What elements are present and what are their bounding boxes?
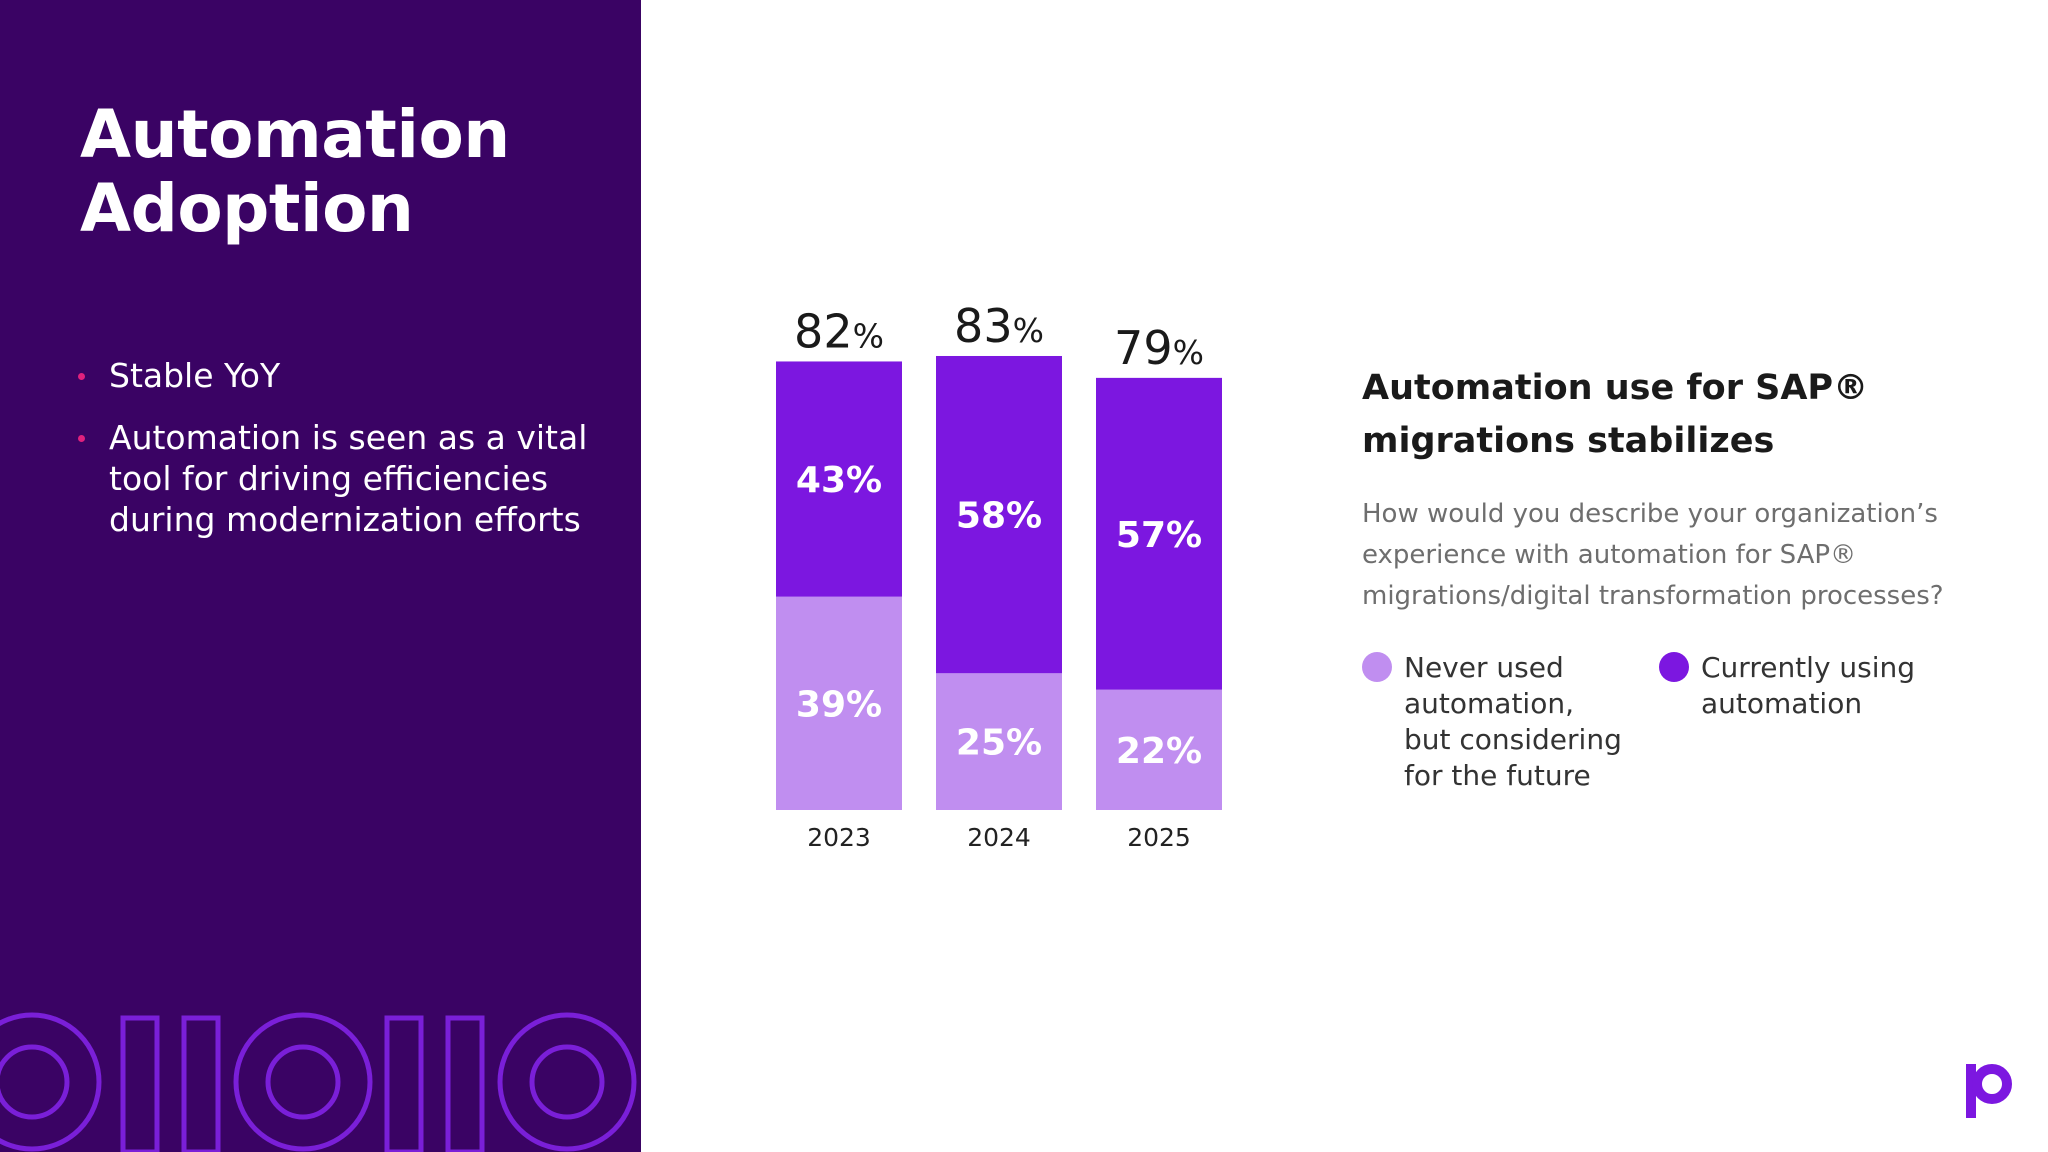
bullet-text: Automation is seen as a vital tool for d… — [109, 418, 588, 539]
circles-bars-decoration — [0, 1012, 637, 1152]
chart-heading-line1: Automation use for SAP® — [1362, 368, 1869, 408]
total-percent-sign: % — [1013, 311, 1044, 350]
data-label-currently-using: 57% — [1116, 515, 1202, 556]
legend-item-considering: Never used automation, but considering f… — [1362, 650, 1622, 794]
data-label-considering: 25% — [956, 723, 1042, 764]
legend-item-currently-using: Currently using automation — [1659, 650, 1919, 722]
bar-segment-currently-using — [936, 355, 1062, 674]
bullet-item: Stable YoY — [78, 355, 598, 396]
bar-segment-considering — [936, 673, 1062, 810]
bar-segment-considering — [776, 596, 902, 810]
bullet-text: Stable YoY — [109, 356, 281, 395]
stacked-bar-chart: 39% 43% 82% 2023 25% 58% 83% 2024 22% 57% 79% 2025 — [776, 299, 1222, 852]
bar-segment-considering — [1096, 689, 1222, 810]
legend-swatch-currently-using — [1659, 652, 1689, 682]
total-percent-sign: % — [1173, 333, 1204, 372]
slide-title-line1: Automation — [80, 96, 510, 173]
total-label: 79% — [1114, 321, 1204, 375]
brand-p-logo-icon — [1966, 1064, 2012, 1118]
total-label: 82% — [794, 304, 884, 358]
legend-swatch-considering — [1362, 652, 1392, 682]
slide-title-line2: Adoption — [80, 170, 414, 247]
x-tick-label: 2023 — [807, 823, 871, 852]
bullet-dot-icon — [78, 373, 85, 380]
bar-segment-currently-using — [1096, 377, 1222, 690]
legend-label-currently-using: Currently using automation — [1701, 651, 1916, 720]
data-label-considering: 22% — [1116, 731, 1202, 772]
bullet-dot-icon — [78, 435, 85, 442]
bullet-item: Automation is seen as a vital tool for d… — [78, 417, 598, 540]
x-tick-label: 2024 — [967, 823, 1031, 852]
chart-heading-line2: migrations stabilizes — [1362, 421, 1775, 461]
data-label-currently-using: 58% — [956, 496, 1042, 537]
left-panel: Automation Adoption Stable YoY Automatio… — [0, 0, 641, 1152]
bullet-list: Stable YoY Automation is seen as a vital… — [78, 355, 598, 561]
legend-label-considering: Never used automation, but considering f… — [1404, 651, 1622, 792]
slide-title: Automation Adoption — [80, 98, 510, 246]
total-label: 83% — [954, 299, 1044, 353]
x-tick-label: 2025 — [1127, 823, 1191, 852]
data-label-considering: 39% — [796, 684, 882, 725]
total-percent-sign: % — [853, 316, 884, 355]
chart-heading: Automation use for SAP® migrations stabi… — [1362, 362, 1922, 468]
bar-segment-currently-using — [776, 361, 902, 597]
survey-question: How would you describe your organization… — [1362, 499, 1944, 611]
data-label-currently-using: 43% — [796, 460, 882, 501]
